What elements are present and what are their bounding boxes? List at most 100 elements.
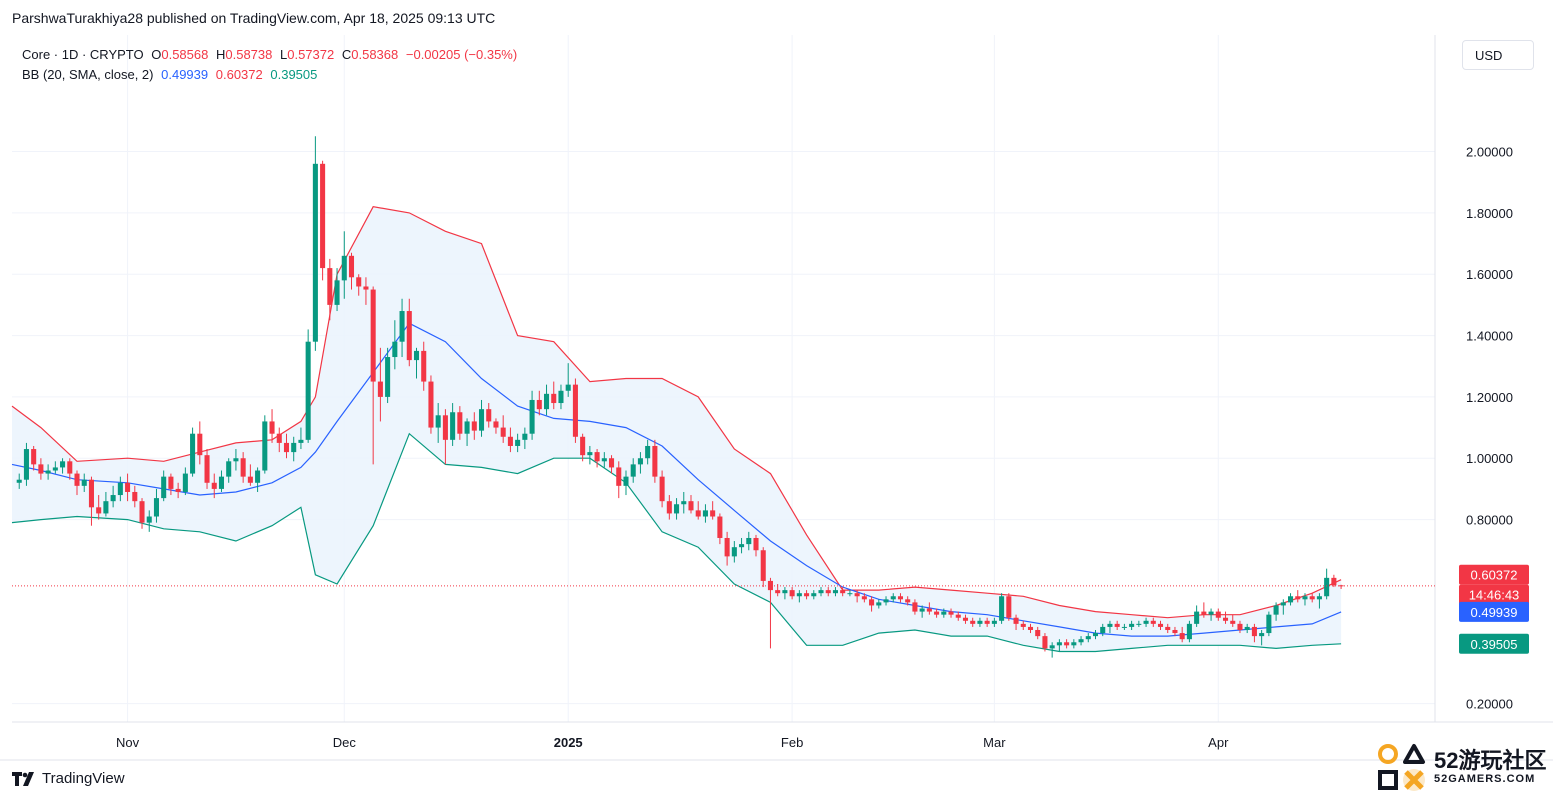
candle [464, 418, 470, 446]
candle-body [999, 596, 1005, 621]
candle-body [1244, 626, 1250, 630]
candle-body [110, 495, 116, 502]
candle-body [876, 602, 882, 606]
bb-lower-price-label: 0.39505 [1459, 633, 1529, 654]
candle [363, 277, 369, 305]
candle [970, 617, 976, 627]
candle-body [854, 593, 860, 597]
candle [1201, 602, 1207, 618]
bollinger-bands [11, 206, 1342, 653]
candle [442, 409, 448, 465]
candle-body [1049, 645, 1055, 649]
candle-body [847, 593, 853, 595]
candle-body [334, 280, 340, 305]
candle [572, 378, 578, 443]
candle-body [81, 479, 87, 486]
candle [753, 534, 759, 557]
close-value: 0.58368 [351, 47, 399, 62]
candle [854, 590, 860, 603]
candle-body [1324, 577, 1330, 597]
candle [1165, 623, 1171, 634]
candle [377, 347, 383, 422]
bb-lower-value: 0.39505 [270, 67, 318, 82]
candle-body [1331, 577, 1337, 586]
candle-body [88, 479, 94, 508]
candle [710, 501, 716, 520]
candle-body [1186, 623, 1192, 640]
candle-body [1295, 596, 1301, 600]
close-key: C [341, 47, 352, 62]
candle [1157, 620, 1164, 630]
candle-body [327, 268, 333, 305]
candle [1266, 611, 1272, 637]
candle [522, 427, 528, 450]
candle-body [60, 461, 66, 468]
candle [1331, 574, 1337, 588]
candle [702, 504, 708, 523]
candle [478, 399, 485, 437]
candle-body [1042, 636, 1048, 649]
candle-body [1121, 626, 1127, 628]
candle [450, 403, 456, 446]
candle-body [536, 399, 542, 410]
candle-body [370, 289, 376, 382]
candle [746, 531, 752, 551]
candle-body [955, 614, 961, 618]
candle [536, 390, 542, 416]
candle-body [1006, 596, 1012, 618]
candle [1006, 593, 1012, 621]
candle-body [96, 507, 102, 514]
currency-button[interactable]: USD [1462, 40, 1534, 70]
candle [348, 252, 355, 290]
candle [23, 442, 29, 486]
candle-body [153, 498, 159, 517]
candle [262, 415, 268, 474]
candle [934, 608, 940, 618]
candle [832, 587, 838, 597]
candle [767, 577, 773, 649]
candle-body [1179, 633, 1185, 640]
x-tick-label: Mar [983, 735, 1006, 750]
candle [515, 433, 521, 453]
candle-body [984, 620, 990, 624]
bb-upper-price-label-text: 0.60372 [1471, 568, 1518, 583]
candle [320, 160, 326, 281]
candle [1288, 593, 1294, 606]
candle [226, 458, 232, 483]
candle [153, 488, 159, 523]
high-key: H [215, 47, 226, 62]
candle [897, 593, 904, 603]
candle-body [1136, 623, 1142, 625]
candle-body [197, 433, 203, 456]
chart-legend: Core · 1D · CRYPTO O0.58568 H0.58738 L0.… [22, 45, 521, 85]
candle-body [1172, 629, 1178, 634]
candle-body [616, 467, 622, 486]
candle-body [869, 599, 875, 606]
candle-body [948, 611, 954, 615]
candle-body [1288, 596, 1294, 603]
candle-body [739, 544, 745, 548]
candle-body [1222, 617, 1229, 621]
candle [804, 590, 810, 600]
bb-label[interactable]: BB (20, SMA, close, 2) [22, 67, 154, 82]
candle [341, 231, 347, 299]
candle [890, 593, 896, 603]
candle [1172, 626, 1178, 637]
candle-body [377, 381, 383, 397]
candle [551, 381, 557, 410]
candle-body [38, 464, 44, 474]
candle-body [356, 277, 362, 287]
symbol-label[interactable]: Core · 1D · CRYPTO [22, 47, 144, 62]
candle [811, 590, 817, 600]
tradingview-brand[interactable]: TradingView [12, 770, 125, 787]
candle [67, 458, 73, 480]
candle [1324, 568, 1330, 600]
candle-body [23, 449, 29, 480]
candle-body [645, 445, 651, 459]
candle [1179, 626, 1185, 643]
low-label: L0.57372 [280, 47, 334, 62]
candle [623, 470, 629, 496]
candle [1085, 633, 1091, 643]
candle [1114, 620, 1120, 630]
